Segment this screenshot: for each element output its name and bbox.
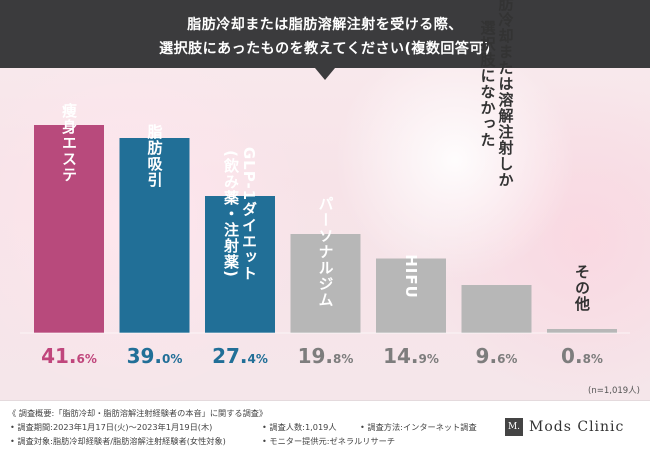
bar-chart: 痩身エステ 41.6% 脂肪吸引 39.0% GLP-1ダイエット(飲み薬・注射薬) 27… <box>20 0 640 396</box>
bar-4 <box>290 234 361 333</box>
header-pointer <box>315 68 335 80</box>
bar-5 <box>376 258 446 333</box>
survey-target: • 調査対象:脂肪冷却経験者/脂肪溶解注射経験者(女性対象) <box>10 436 226 446</box>
survey-footer: 《 調査概要:「脂肪冷却・脂肪溶解注射経験者の本音」に関する調査》 • 調査期間… <box>0 400 650 451</box>
bar-2 <box>119 138 190 333</box>
category-label-4-col-1: パーソナルジム <box>317 196 335 308</box>
category-label-2-col-1: 脂肪吸引 <box>146 123 164 188</box>
survey-method: • 調査方法:インターネット調査 <box>360 422 477 432</box>
category-label-1-col-1: 痩身エステ <box>60 102 78 183</box>
survey-period: • 調査期間:2023年1月17日(火)〜2023年1月19日(木) <box>10 422 213 432</box>
value-label-1: 41.6% <box>41 344 97 368</box>
value-label-7: 0.8% <box>561 344 603 368</box>
logo-mark: M. <box>505 418 523 436</box>
question-line-1: 脂肪冷却または脂肪溶解注射を受ける際、 <box>187 17 463 33</box>
category-label-3-col-1: GLP-1ダイエット <box>240 147 258 281</box>
value-label-4: 19.8% <box>298 344 354 368</box>
bar-7 <box>547 329 617 333</box>
value-label-5: 14.9% <box>383 344 439 368</box>
category-label-3-col-2: (飲み薬・注射薬) <box>222 150 240 278</box>
category-label-6-col-2: 選択肢になかった <box>479 20 497 148</box>
survey-provider: • モニター提供元:ゼネラルリサーチ <box>262 436 396 446</box>
logo-text: Mods Clinic <box>529 419 625 435</box>
category-label-5-col-1: HIFU <box>402 254 420 299</box>
survey-overview: 《 調査概要:「脂肪冷却・脂肪溶解注射経験者の本音」に関する調査》 <box>8 408 268 418</box>
value-label-3: 27.4% <box>212 344 268 368</box>
bar-6 <box>461 285 532 333</box>
bar-3 <box>205 196 275 333</box>
category-label-6-col-1: 脂肪冷却または溶解注射しか <box>497 0 515 188</box>
category-label-7-col-1: その他 <box>573 264 591 312</box>
survey-people: • 調査人数:1,019人 <box>262 422 337 432</box>
question-line-2: 選択肢にあったものを教えてください(複数回答可) <box>159 41 491 57</box>
value-label-6: 9.6% <box>476 344 518 368</box>
value-label-2: 39.0% <box>127 344 183 368</box>
question-header: 脂肪冷却または脂肪溶解注射を受ける際、 選択肢にあったものを教えてください(複数… <box>0 0 650 80</box>
bar-1 <box>34 125 104 333</box>
sample-size-note: (n=1,019人) <box>588 386 640 396</box>
